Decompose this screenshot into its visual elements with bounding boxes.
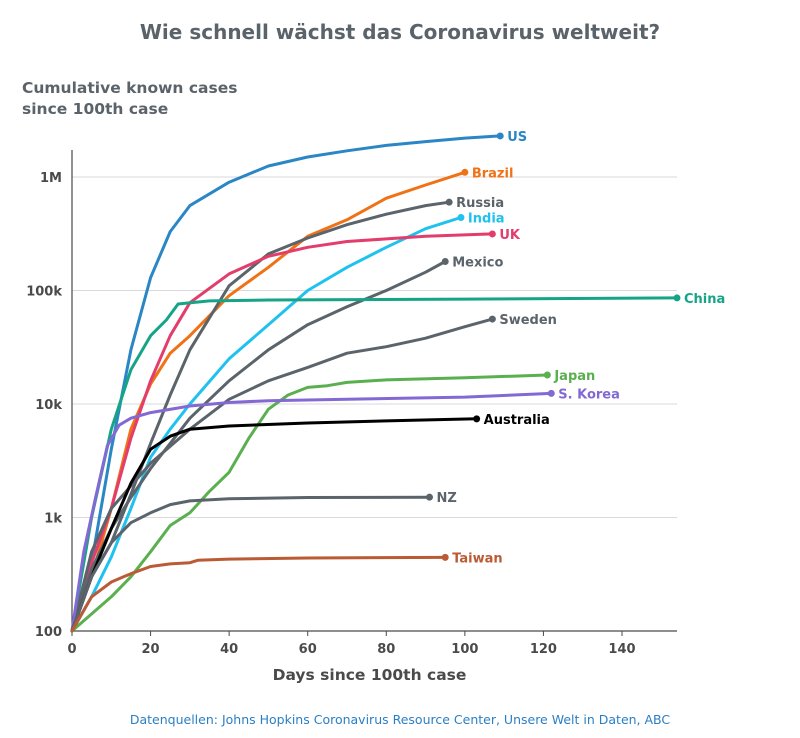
series-label-s-korea: S. Korea	[558, 387, 620, 402]
y-tick-label: 100	[35, 625, 62, 640]
series-line-taiwan	[70, 555, 447, 633]
y-tick-label: 1k	[44, 512, 62, 527]
series-line-russia	[70, 200, 451, 633]
x-tick-label: 140	[608, 642, 635, 657]
axes: 100 1k 10k 100k 1M 0 20 40 60 80 100 120 140 Days sin…	[26, 150, 677, 684]
x-axis-title: Days since 100th case	[273, 666, 467, 684]
y-tick-label: 10k	[35, 398, 62, 413]
series-label-australia: Australia	[484, 413, 550, 428]
grid-lines	[72, 176, 677, 632]
series-label-uk: UK	[499, 228, 521, 243]
series-end-dot-russia	[445, 198, 453, 206]
series-end-dot-japan	[543, 371, 551, 379]
series-end-dot-uk	[488, 230, 496, 238]
series-end-dot-australia	[473, 415, 481, 423]
series-end-dot-s-korea	[547, 389, 555, 397]
series-end-dot-sweden	[488, 315, 496, 323]
series-line-australia	[70, 417, 479, 633]
series-end-dot-india	[457, 213, 465, 221]
source-note: Datenquellen: Johns Hopkins Coronavirus …	[129, 712, 671, 727]
series-label-india: India	[468, 211, 505, 226]
series-line-s-korea	[70, 391, 553, 633]
series-line-us	[70, 134, 502, 633]
series-label-us: US	[507, 130, 527, 145]
series-group	[70, 132, 681, 633]
series-label-taiwan: Taiwan	[452, 551, 502, 566]
x-tick-label: 40	[220, 642, 238, 657]
x-tick-label: 120	[530, 642, 557, 657]
series-end-dot-china	[673, 294, 681, 302]
y-tick-label: 1M	[40, 171, 62, 186]
series-label-japan: Japan	[553, 369, 595, 384]
series-label-mexico: Mexico	[452, 256, 503, 271]
series-label-brazil: Brazil	[472, 166, 514, 181]
series-line-sweden	[70, 317, 494, 633]
y-axis-title-text: Cumulative known cases since 100th case	[22, 79, 238, 118]
x-tick-label: 80	[377, 642, 395, 657]
y-axis-title: Cumulative known cases since 100th case	[22, 78, 252, 120]
series-end-dot-mexico	[441, 258, 449, 266]
x-tick-label: 0	[67, 642, 76, 657]
x-tick-label: 100	[451, 642, 478, 657]
x-tick-label: 20	[142, 642, 160, 657]
series-line-nz	[70, 495, 431, 633]
series-line-india	[70, 216, 463, 633]
y-tick-label: 100k	[26, 285, 62, 300]
series-label-russia: Russia	[456, 196, 504, 211]
series-end-dot-nz	[426, 493, 433, 501]
series-end-dot-taiwan	[441, 553, 449, 561]
series-line-japan	[70, 373, 549, 633]
series-end-dot-brazil	[461, 168, 469, 176]
chart-title: Wie schnell wächst das Coronavirus weltw…	[139, 20, 661, 44]
series-line-uk	[70, 232, 494, 633]
series-label-sweden: Sweden	[499, 313, 557, 328]
series-end-dot-us	[496, 132, 504, 140]
series-label-china: China	[684, 292, 725, 307]
x-tick-label: 60	[299, 642, 317, 657]
series-label-nz: NZ	[437, 491, 457, 506]
